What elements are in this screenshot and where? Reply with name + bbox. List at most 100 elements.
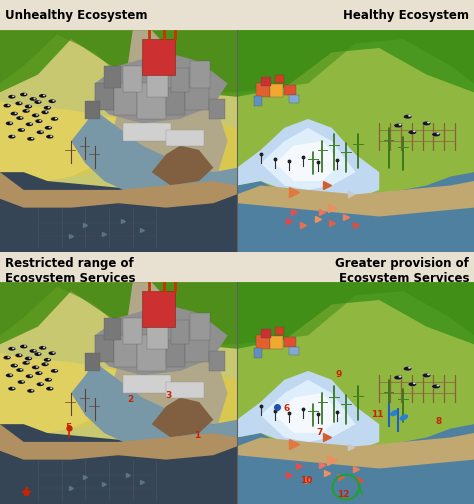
Text: Restricted range of
Ecosystem Services: Restricted range of Ecosystem Services (5, 257, 135, 285)
Ellipse shape (12, 136, 15, 137)
Ellipse shape (50, 388, 53, 389)
Polygon shape (237, 30, 474, 252)
Ellipse shape (7, 104, 9, 106)
Ellipse shape (22, 129, 24, 131)
Text: 6: 6 (283, 404, 290, 413)
Ellipse shape (51, 369, 58, 373)
Ellipse shape (20, 117, 23, 118)
Bar (142, 291, 175, 327)
Ellipse shape (427, 121, 430, 123)
Text: 8: 8 (435, 417, 442, 426)
Text: 3: 3 (165, 391, 172, 400)
Bar (104, 66, 121, 88)
Ellipse shape (53, 352, 55, 354)
Bar (123, 123, 171, 141)
Ellipse shape (35, 371, 43, 375)
Ellipse shape (22, 361, 30, 365)
Ellipse shape (35, 119, 43, 123)
Ellipse shape (30, 123, 32, 124)
Polygon shape (109, 282, 228, 442)
Polygon shape (0, 282, 237, 504)
Ellipse shape (39, 120, 42, 121)
Polygon shape (0, 362, 237, 437)
Bar (209, 99, 225, 119)
Polygon shape (237, 282, 474, 344)
Polygon shape (0, 30, 237, 92)
Ellipse shape (33, 98, 36, 99)
Ellipse shape (27, 110, 29, 111)
Bar (114, 336, 137, 366)
Text: 11: 11 (371, 410, 383, 419)
Bar (85, 353, 100, 371)
Polygon shape (237, 119, 379, 203)
Ellipse shape (20, 93, 27, 97)
Bar (166, 88, 185, 114)
Ellipse shape (29, 105, 31, 107)
Polygon shape (0, 424, 237, 504)
Ellipse shape (31, 138, 33, 139)
Ellipse shape (3, 356, 11, 360)
Ellipse shape (14, 112, 17, 114)
Bar (190, 61, 210, 88)
Polygon shape (0, 30, 237, 97)
Bar (254, 348, 262, 358)
Polygon shape (0, 172, 237, 252)
Ellipse shape (30, 375, 32, 376)
Ellipse shape (29, 97, 37, 101)
Ellipse shape (15, 353, 23, 357)
Bar (254, 96, 262, 106)
Ellipse shape (18, 128, 25, 132)
Ellipse shape (34, 352, 42, 356)
Ellipse shape (47, 358, 50, 360)
Bar (256, 84, 270, 97)
Bar (261, 329, 271, 338)
Ellipse shape (6, 373, 13, 377)
Ellipse shape (6, 121, 13, 125)
Ellipse shape (3, 104, 11, 108)
Bar (142, 39, 175, 75)
Polygon shape (109, 30, 228, 190)
Bar (171, 320, 189, 344)
Bar (171, 68, 189, 92)
Ellipse shape (14, 364, 17, 366)
Ellipse shape (44, 106, 51, 110)
Bar (137, 84, 166, 119)
Bar (123, 375, 171, 393)
Ellipse shape (50, 136, 53, 137)
Ellipse shape (22, 109, 30, 113)
Bar (275, 328, 284, 336)
Bar (185, 79, 209, 110)
Bar (261, 77, 271, 86)
Ellipse shape (32, 113, 39, 117)
Ellipse shape (18, 380, 25, 384)
Ellipse shape (422, 373, 431, 377)
Ellipse shape (49, 379, 51, 380)
Polygon shape (0, 282, 237, 344)
Ellipse shape (10, 363, 18, 367)
Polygon shape (237, 181, 474, 217)
Polygon shape (237, 371, 379, 455)
Bar (284, 337, 296, 347)
Polygon shape (0, 353, 142, 437)
Text: 1: 1 (193, 431, 200, 440)
Bar (190, 313, 210, 340)
Ellipse shape (8, 347, 16, 351)
Text: 4: 4 (23, 487, 29, 496)
Ellipse shape (39, 94, 46, 98)
Ellipse shape (403, 366, 412, 371)
Ellipse shape (437, 133, 439, 135)
Ellipse shape (394, 123, 402, 128)
Bar (275, 76, 284, 84)
Ellipse shape (19, 102, 22, 104)
Ellipse shape (27, 389, 35, 393)
Polygon shape (0, 424, 237, 460)
Polygon shape (261, 128, 356, 190)
Polygon shape (275, 393, 341, 433)
Polygon shape (237, 282, 474, 504)
Ellipse shape (33, 350, 36, 351)
Ellipse shape (7, 356, 9, 358)
Bar (104, 318, 121, 340)
Ellipse shape (427, 373, 430, 375)
Ellipse shape (49, 127, 51, 128)
Bar (185, 331, 209, 362)
